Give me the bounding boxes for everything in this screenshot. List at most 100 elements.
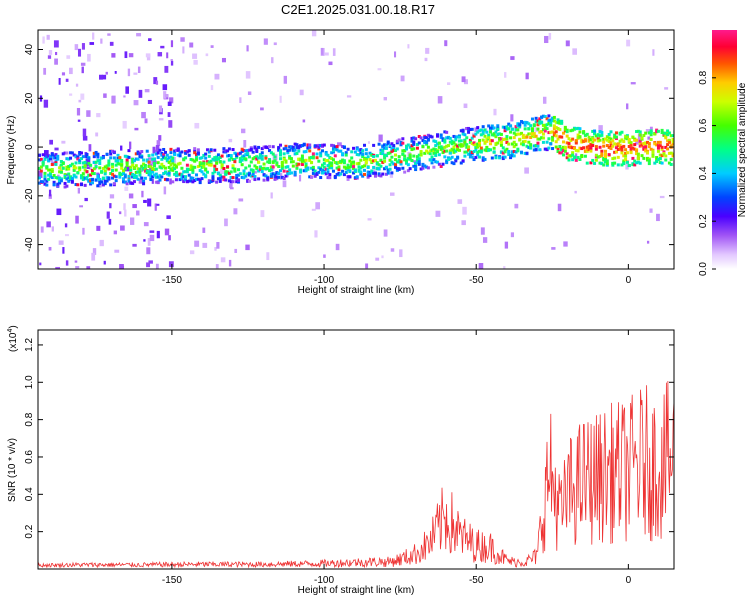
spectrogram-cell xyxy=(144,89,150,93)
spectrogram-cell xyxy=(228,259,232,267)
spectrogram-cell xyxy=(120,163,124,167)
spectrogram-cell xyxy=(585,148,589,152)
spectrogram-cell xyxy=(255,157,259,161)
spectrogram-cell xyxy=(364,152,368,156)
spectrogram-cell xyxy=(602,163,606,167)
spectrogram-cell xyxy=(406,169,410,173)
spectrogram-cell xyxy=(185,163,189,167)
spectrogram-cell xyxy=(163,177,167,181)
spectrogram-xlabel: Height of straight line (km) xyxy=(298,285,415,296)
spectrogram-cell xyxy=(125,163,129,167)
spectrogram-cell xyxy=(408,167,412,171)
spectrogram-cell xyxy=(392,147,396,151)
spectrogram-cell xyxy=(311,165,315,169)
spectrogram-cell xyxy=(616,155,620,159)
spectrogram-cell xyxy=(494,130,498,134)
spectrogram-cell xyxy=(231,166,235,170)
spectrogram-cell xyxy=(191,170,195,174)
spectrogram-cell xyxy=(368,151,372,155)
spectrogram-cell xyxy=(147,154,151,158)
spectrogram-cell xyxy=(452,145,456,149)
spectrogram-cell xyxy=(148,38,152,42)
spectrogram-cell xyxy=(74,155,78,159)
spectrogram-cell xyxy=(572,127,576,131)
spectrogram-cell xyxy=(266,167,270,171)
spectrogram-cell xyxy=(647,157,651,161)
spectrogram-cell xyxy=(600,131,604,135)
spectrogram-cell xyxy=(167,173,171,177)
spectrogram-cell xyxy=(220,169,225,175)
spectrogram-cell xyxy=(563,129,567,133)
spectrogram-cell xyxy=(237,168,241,172)
spectrogram-cell xyxy=(448,140,452,144)
spectrogram-cell xyxy=(335,243,340,251)
spectrogram-cell xyxy=(90,168,94,172)
spectrogram-cell xyxy=(483,157,487,161)
spectrogram-cell xyxy=(85,155,89,159)
spectrogram-cell xyxy=(111,149,115,153)
spectrogram-cell xyxy=(514,203,519,209)
spectrogram-cell xyxy=(400,75,405,82)
spectrogram-cell xyxy=(193,165,197,169)
spectrogram-cell xyxy=(253,175,257,179)
spectrogram-cell xyxy=(492,150,496,154)
spectrogram-cell xyxy=(505,140,509,144)
spectrogram-cell xyxy=(308,156,312,160)
spectrogram-cell xyxy=(361,165,365,169)
spectrogram-cell xyxy=(390,149,394,153)
spectrogram-cell xyxy=(257,169,261,173)
spectrogram-cell xyxy=(368,174,372,178)
spectrogram-cell xyxy=(540,121,544,125)
spectrogram-cell xyxy=(185,167,189,171)
spectrogram-cell xyxy=(461,159,465,163)
spectrogram-cell xyxy=(357,148,361,152)
spectrogram-cell xyxy=(83,160,87,164)
spectrogram-cell xyxy=(214,247,217,251)
spectrogram-cell xyxy=(107,161,111,165)
spectrogram-cell xyxy=(167,171,171,175)
spectrogram-cell xyxy=(333,147,337,151)
spectrogram-cell xyxy=(151,178,154,184)
spectrogram-cell xyxy=(647,136,651,140)
spectrogram-cell xyxy=(142,167,146,171)
spectrogram-cell xyxy=(75,83,79,87)
spectrogram-cell xyxy=(101,156,105,160)
spectrogram-cell xyxy=(304,150,308,154)
spectrogram-cell xyxy=(138,155,142,159)
spectrogram-cell xyxy=(304,169,308,173)
spectrogram-cell xyxy=(105,152,109,156)
spectrogram-cell xyxy=(379,158,383,162)
spectrogram-cell xyxy=(395,147,399,151)
spectrogram-cell xyxy=(446,157,450,161)
spectrogram-cell xyxy=(436,142,440,146)
spectrogram-cell xyxy=(41,153,45,157)
spectrogram-cell xyxy=(423,164,427,168)
spectrogram-cell xyxy=(472,150,476,154)
spectrogram-cell xyxy=(671,140,674,144)
spectrogram-cell xyxy=(75,215,79,224)
spectrogram-cell xyxy=(330,166,334,170)
spectrogram-cell xyxy=(184,151,188,155)
spectrogram-cell xyxy=(408,157,412,161)
spectrogram-cell xyxy=(176,162,180,166)
spectrogram-cell xyxy=(246,172,250,176)
spectrogram-cell xyxy=(107,177,111,181)
spectrogram-cell xyxy=(366,165,370,169)
spectrogram-cell xyxy=(510,152,514,156)
spectrogram-cell xyxy=(114,70,117,74)
spectrogram-cell xyxy=(187,173,191,177)
spectrogram-cell xyxy=(244,174,248,178)
spectrogram-cell xyxy=(527,127,531,131)
spectrogram-cell xyxy=(478,155,482,159)
spectrogram-cell xyxy=(518,125,522,129)
spectrogram-cell xyxy=(556,121,560,125)
spectrogram-cell xyxy=(611,144,615,148)
spectrogram-cell xyxy=(629,141,633,145)
spectrogram-cell xyxy=(134,157,138,161)
spectrogram-cell xyxy=(560,151,564,155)
spectrogram-cell xyxy=(113,230,118,235)
spectrogram-cell xyxy=(280,164,284,168)
spectrogram-cell xyxy=(132,166,136,170)
spectrogram-cell xyxy=(109,156,113,160)
spectrogram-cell xyxy=(140,164,144,168)
